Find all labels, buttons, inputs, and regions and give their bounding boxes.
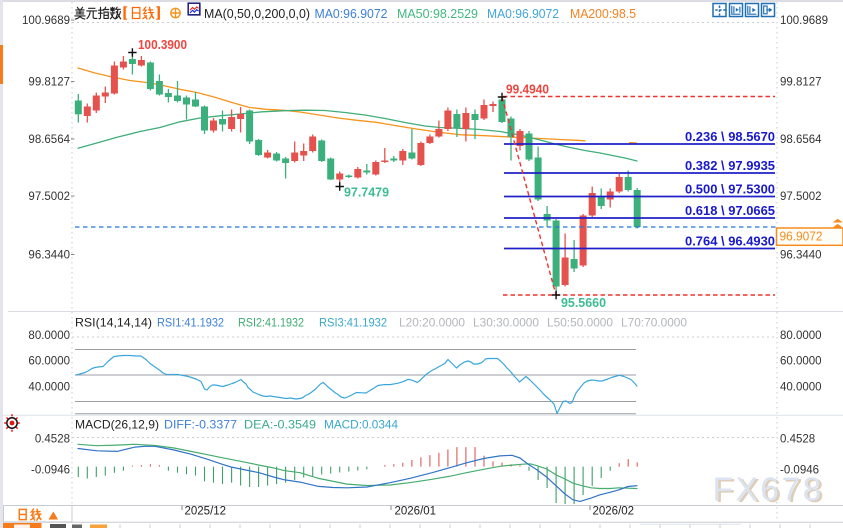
svg-text:99.8127: 99.8127: [780, 77, 822, 89]
svg-text:L20:20.0000: L20:20.0000: [399, 316, 465, 330]
svg-text:99.4940: 99.4940: [506, 83, 549, 97]
svg-text:MA200:98.5: MA200:98.5: [570, 6, 636, 21]
svg-text:100.9689: 100.9689: [22, 15, 70, 27]
svg-text:97.7479: 97.7479: [344, 186, 389, 200]
svg-text:MACD:0.0344: MACD:0.0344: [324, 418, 398, 432]
svg-text:RSI3:41.1932: RSI3:41.1932: [319, 316, 387, 330]
svg-text:2026/02: 2026/02: [593, 506, 635, 518]
svg-text:0.236 \ 98.5670: 0.236 \ 98.5670: [685, 129, 775, 144]
svg-text:-0.0946: -0.0946: [780, 465, 819, 477]
svg-text:60.0000: 60.0000: [28, 356, 70, 368]
svg-text:0.382 \ 97.9935: 0.382 \ 97.9935: [685, 158, 775, 173]
svg-text:98.6564: 98.6564: [28, 134, 70, 146]
svg-text:L50:50.0000: L50:50.0000: [547, 316, 613, 330]
svg-text:40.0000: 40.0000: [28, 382, 70, 394]
svg-text:MA0:96.9072: MA0:96.9072: [315, 6, 388, 21]
svg-text:L70:70.0000: L70:70.0000: [621, 316, 687, 330]
svg-text:0.618 \ 97.0665: 0.618 \ 97.0665: [685, 203, 775, 218]
svg-text:96.3440: 96.3440: [28, 250, 70, 262]
svg-text:0.764 \ 96.4930: 0.764 \ 96.4930: [685, 234, 775, 249]
svg-text:100.9689: 100.9689: [780, 15, 828, 27]
svg-text:RSI2:41.1932: RSI2:41.1932: [238, 316, 304, 330]
svg-text:100.3900: 100.3900: [138, 38, 187, 52]
svg-text:80.0000: 80.0000: [780, 330, 822, 342]
svg-text:MACD(26,12,9): MACD(26,12,9): [75, 418, 159, 432]
svg-text:MA50:98.2529: MA50:98.2529: [397, 6, 478, 21]
svg-text:FX678: FX678: [713, 472, 824, 509]
svg-text:2026/01: 2026/01: [395, 506, 437, 518]
svg-text:DEA:-0.3549: DEA:-0.3549: [244, 418, 316, 432]
svg-text:96.3440: 96.3440: [780, 250, 822, 262]
svg-text:99.8127: 99.8127: [28, 77, 70, 89]
svg-text:80.0000: 80.0000: [28, 330, 70, 342]
svg-text:MA(0,50,0,200,0,0): MA(0,50,0,200,0,0): [204, 6, 310, 21]
svg-text:97.5002: 97.5002: [780, 191, 822, 203]
svg-text:98.6564: 98.6564: [780, 134, 822, 146]
svg-text:97.5002: 97.5002: [28, 191, 70, 203]
svg-text:DIFF:-0.3377: DIFF:-0.3377: [164, 418, 237, 432]
svg-text:0.500 \ 97.5300: 0.500 \ 97.5300: [685, 182, 775, 197]
svg-text:0.4528: 0.4528: [780, 434, 815, 446]
svg-text:96.9072: 96.9072: [780, 230, 823, 244]
svg-text:0.4528: 0.4528: [35, 434, 70, 446]
svg-text:60.0000: 60.0000: [780, 356, 822, 368]
svg-text:-0.0946: -0.0946: [31, 465, 70, 477]
svg-text:RSI1:41.1932: RSI1:41.1932: [157, 316, 224, 330]
svg-text:L30:30.0000: L30:30.0000: [473, 316, 539, 330]
svg-text:95.5660: 95.5660: [561, 296, 606, 310]
svg-text:FX678: FX678: [715, 473, 826, 510]
svg-text:2025/12: 2025/12: [185, 506, 227, 518]
svg-text:MA0:96.9072: MA0:96.9072: [487, 6, 559, 21]
svg-text:RSI(14,14,14): RSI(14,14,14): [75, 316, 152, 330]
svg-text:40.0000: 40.0000: [780, 382, 822, 394]
